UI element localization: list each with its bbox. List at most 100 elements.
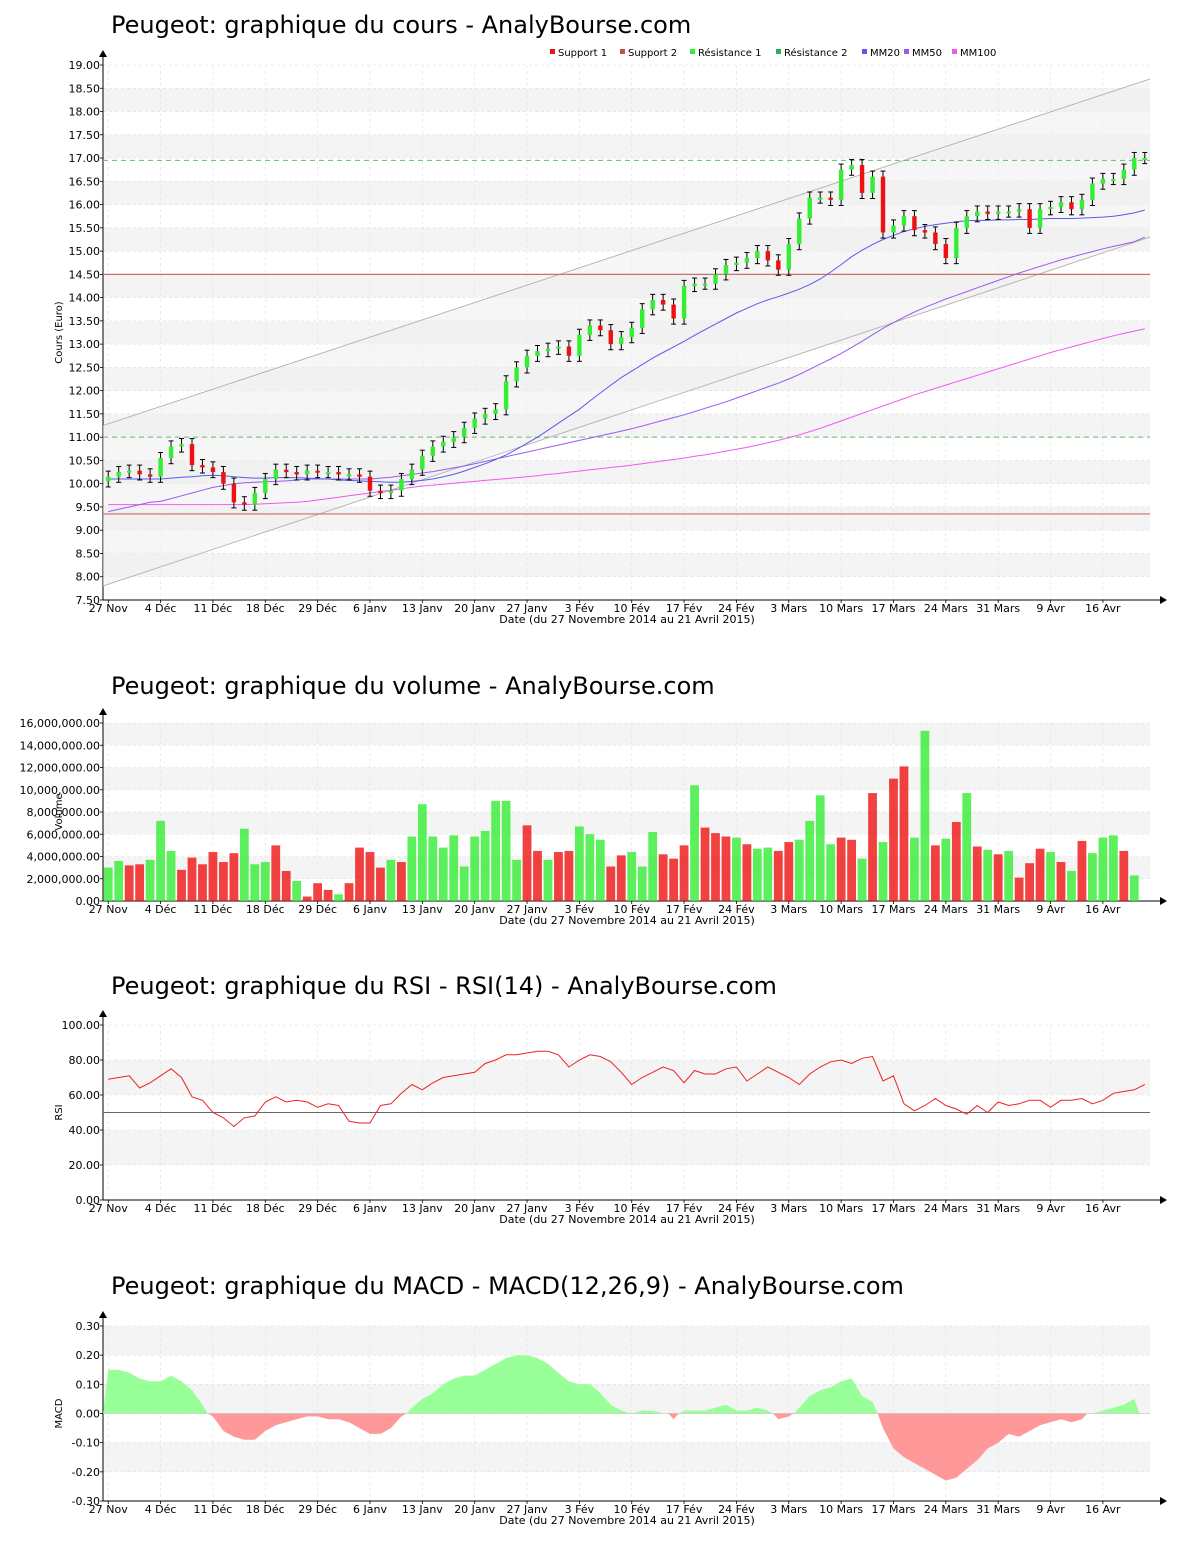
volume-bar <box>941 839 950 901</box>
legend-swatch <box>904 49 909 54</box>
price-chart-panel: Peugeot: graphique du cours - AnalyBours… <box>0 0 1200 640</box>
macd-positive-area <box>103 1370 208 1414</box>
x-tick-label: 6 Janv <box>353 602 387 615</box>
volume-bar <box>460 867 469 901</box>
candle-body <box>734 263 738 265</box>
volume-bar <box>879 842 888 901</box>
x-tick-label: 16 Avr <box>1085 903 1121 916</box>
volume-bar <box>1067 871 1076 901</box>
volume-bar <box>114 861 123 901</box>
x-tick-label: 18 Déc <box>246 903 285 916</box>
y-tick-label: 11.00 <box>69 431 101 444</box>
x-axis-arrow <box>1160 897 1167 905</box>
volume-bar <box>617 855 626 901</box>
y-tick-label: 15.00 <box>69 245 101 258</box>
candle-body <box>986 212 990 214</box>
volume-bar <box>722 836 731 901</box>
volume-bar <box>732 838 741 901</box>
candle-body <box>745 258 749 263</box>
x-axis-arrow <box>1160 1497 1167 1505</box>
y-tick-label: 40.00 <box>69 1124 101 1137</box>
x-tick-label: 13 Janv <box>402 903 443 916</box>
volume-bar <box>418 804 427 901</box>
grid-band <box>103 1060 1150 1095</box>
volume-bar <box>784 842 793 901</box>
x-tick-label: 13 Janv <box>402 602 443 615</box>
candle-body <box>891 226 895 233</box>
y-axis-arrow <box>99 1010 107 1017</box>
x-tick-label: 9 Avr <box>1036 1503 1065 1516</box>
volume-bar <box>680 845 689 901</box>
candle-body <box>776 260 780 269</box>
grid-band <box>103 1384 1150 1413</box>
candle-body <box>169 446 173 458</box>
candle-body <box>1122 170 1126 179</box>
x-tick-label: 11 Déc <box>194 602 233 615</box>
y-axis-title: Cours (Euro) <box>54 301 65 364</box>
candle-body <box>472 419 476 428</box>
volume-bar <box>826 844 835 901</box>
volume-bar <box>250 864 259 901</box>
x-axis-arrow <box>1160 596 1167 604</box>
rsi-chart-panel: Peugeot: graphique du RSI - RSI(14) - An… <box>0 965 1200 1235</box>
volume-bar <box>481 831 490 901</box>
volume-bar <box>428 836 437 901</box>
y-tick-label: 4,000,000.00 <box>27 851 100 864</box>
candle-body <box>1143 158 1147 160</box>
x-tick-label: 4 Déc <box>145 903 177 916</box>
volume-bar <box>575 826 584 901</box>
volume-bar <box>544 860 553 901</box>
candle-body <box>179 444 183 446</box>
volume-bar <box>240 829 249 901</box>
candle-body <box>703 284 707 286</box>
y-axis-title: RSI <box>54 1104 65 1120</box>
candle-body <box>975 212 979 217</box>
candle-body <box>1101 179 1105 184</box>
x-tick-label: 18 Déc <box>246 1503 285 1516</box>
x-tick-label: 10 Mars <box>819 602 863 615</box>
candle-body <box>315 471 319 473</box>
x-tick-label: 13 Janv <box>402 1503 443 1516</box>
x-tick-label: 24 Mars <box>924 1202 968 1215</box>
candle-body <box>671 305 675 319</box>
y-tick-label: -0.20 <box>72 1466 100 1479</box>
x-tick-label: 6 Janv <box>353 903 387 916</box>
grid-band <box>103 1443 1150 1472</box>
legend-label: Résistance 1 <box>698 47 761 59</box>
volume-bar <box>931 845 940 901</box>
x-tick-label: 27 Nov <box>89 602 128 615</box>
candle-body <box>923 230 927 232</box>
candle-body <box>1027 209 1031 228</box>
candle-body <box>944 244 948 258</box>
volume-bar <box>795 840 804 901</box>
candle-body <box>881 177 885 233</box>
candle-body <box>263 479 267 493</box>
candle-body <box>389 491 393 493</box>
x-tick-label: 4 Déc <box>145 602 177 615</box>
y-tick-label: 0.30 <box>76 1320 101 1333</box>
volume-bar <box>627 852 636 901</box>
x-tick-label: 11 Déc <box>194 903 233 916</box>
candle-body <box>1090 184 1094 200</box>
volume-bar <box>565 851 574 901</box>
y-tick-label: 14,000,000.00 <box>20 739 100 752</box>
y-axis-title: Volume <box>54 793 65 830</box>
y-tick-label: 10.00 <box>69 478 101 491</box>
y-tick-label: 18.50 <box>69 82 101 95</box>
volume-bar <box>920 731 929 901</box>
candle-body <box>619 337 623 344</box>
volume-bar <box>470 836 479 901</box>
volume-bar <box>282 871 291 901</box>
candle-body <box>253 493 257 505</box>
volume-bar <box>816 795 825 901</box>
legend-swatch <box>862 49 867 54</box>
volume-bar <box>188 858 197 901</box>
candle-body <box>378 491 382 493</box>
x-tick-label: 29 Déc <box>298 1503 337 1516</box>
volume-bar <box>324 890 333 901</box>
volume-bar <box>292 881 301 901</box>
candle-body <box>504 381 508 409</box>
legend-swatch <box>776 49 781 54</box>
candle-body <box>420 456 424 470</box>
candle-body <box>609 330 613 344</box>
